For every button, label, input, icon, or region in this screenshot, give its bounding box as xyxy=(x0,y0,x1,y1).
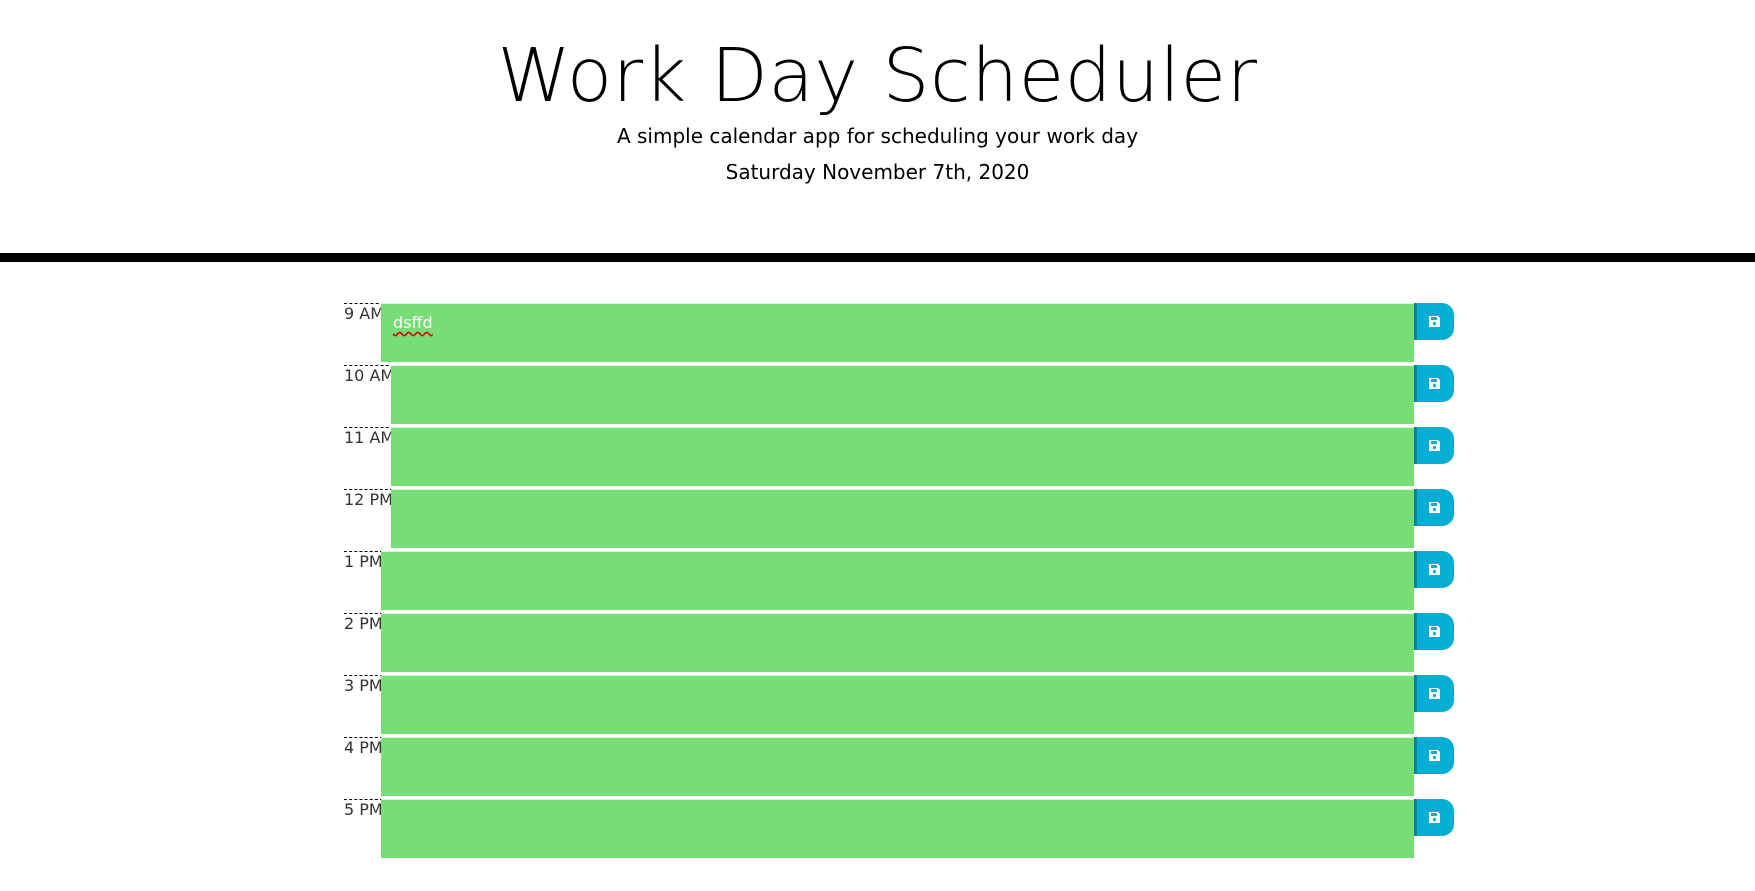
floppy-disk-icon xyxy=(1428,811,1441,824)
save-button[interactable] xyxy=(1414,737,1454,774)
time-block-row: 11 AM xyxy=(344,427,1454,489)
floppy-disk-icon xyxy=(1428,625,1441,638)
event-textarea[interactable] xyxy=(391,365,1414,425)
save-button[interactable] xyxy=(1414,799,1454,836)
hour-label: 12 PM xyxy=(344,489,393,509)
hour-label: 5 PM xyxy=(344,799,383,819)
save-button[interactable] xyxy=(1414,551,1454,588)
save-button[interactable] xyxy=(1414,427,1454,464)
save-button[interactable] xyxy=(1414,365,1454,402)
event-textarea[interactable] xyxy=(391,427,1414,487)
floppy-disk-icon xyxy=(1428,749,1441,762)
schedule-container: 9 AM dsffd 10 AM 11 AM 12 PM 1 PM 2 PM 3… xyxy=(344,303,1454,861)
event-textarea[interactable] xyxy=(381,737,1414,797)
current-date: Saturday November 7th, 2020 xyxy=(725,160,1030,184)
time-block-row: 10 AM xyxy=(344,365,1454,427)
page-title: Work Day Scheduler xyxy=(497,33,1258,119)
save-button[interactable] xyxy=(1414,489,1454,526)
header: Work Day Scheduler A simple calendar app… xyxy=(0,0,1755,262)
event-textarea[interactable] xyxy=(381,551,1414,611)
hour-label: 4 PM xyxy=(344,737,383,757)
save-button[interactable] xyxy=(1414,613,1454,650)
event-textarea[interactable] xyxy=(381,675,1414,735)
floppy-disk-icon xyxy=(1428,501,1441,514)
floppy-disk-icon xyxy=(1428,563,1441,576)
hour-label: 9 AM xyxy=(344,303,385,323)
floppy-disk-icon xyxy=(1428,377,1441,390)
event-textarea[interactable] xyxy=(381,799,1414,859)
hour-label: 1 PM xyxy=(344,551,383,571)
save-button[interactable] xyxy=(1414,303,1454,340)
time-block-row: 9 AM dsffd xyxy=(344,303,1454,365)
hour-label: 10 AM xyxy=(344,365,395,385)
floppy-disk-icon xyxy=(1428,315,1441,328)
time-block-row: 2 PM xyxy=(344,613,1454,675)
hour-label: 2 PM xyxy=(344,613,383,633)
time-block-row: 1 PM xyxy=(344,551,1454,613)
floppy-disk-icon xyxy=(1428,439,1441,452)
save-button[interactable] xyxy=(1414,675,1454,712)
time-block-row: 5 PM xyxy=(344,799,1454,861)
event-textarea[interactable] xyxy=(381,613,1414,673)
floppy-disk-icon xyxy=(1428,687,1441,700)
event-textarea[interactable]: dsffd xyxy=(381,303,1414,363)
hour-label: 3 PM xyxy=(344,675,383,695)
page-subtitle: A simple calendar app for scheduling you… xyxy=(616,124,1139,148)
event-text: dsffd xyxy=(393,313,433,332)
time-block-row: 12 PM xyxy=(344,489,1454,551)
time-block-row: 4 PM xyxy=(344,737,1454,799)
event-textarea[interactable] xyxy=(391,489,1414,549)
time-block-row: 3 PM xyxy=(344,675,1454,737)
hour-label: 11 AM xyxy=(344,427,395,447)
